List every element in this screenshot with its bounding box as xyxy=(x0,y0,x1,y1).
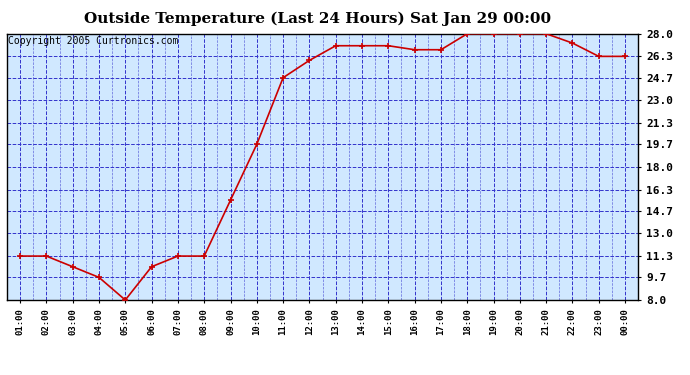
Text: Outside Temperature (Last 24 Hours) Sat Jan 29 00:00: Outside Temperature (Last 24 Hours) Sat … xyxy=(84,11,551,26)
Text: Copyright 2005 Curtronics.com: Copyright 2005 Curtronics.com xyxy=(8,36,179,46)
